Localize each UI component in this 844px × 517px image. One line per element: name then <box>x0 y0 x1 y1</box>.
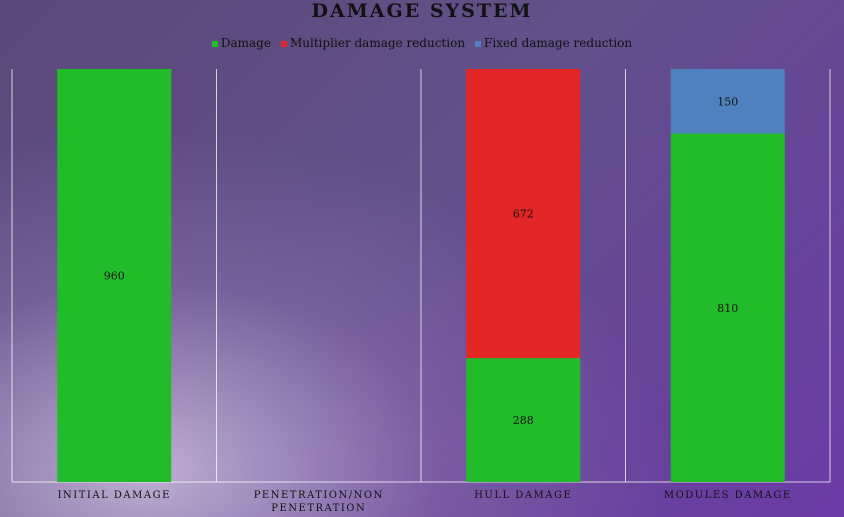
legend-item-damage: Damage <box>211 36 271 50</box>
category-label-initial-damage: INITIAL DAMAGE <box>57 490 171 501</box>
legend-swatch <box>475 40 482 47</box>
legend-swatch <box>280 40 287 47</box>
chart-title: DAMAGE SYSTEM <box>311 0 533 22</box>
data-label: 672 <box>513 208 534 221</box>
bar-damage-initial-damage <box>57 69 172 482</box>
legend-label: Multiplier damage reduction <box>289 36 466 50</box>
legend-item-multiplier-damage-reduction: Multiplier damage reduction <box>280 36 466 50</box>
data-label: 810 <box>717 302 738 315</box>
data-label: 150 <box>717 95 738 108</box>
chart-legend: Damage Multiplier damage reduction Fixed d… <box>0 36 844 50</box>
bar-damage-hull-damage <box>466 358 581 482</box>
bar-damage-modules-damage <box>670 133 785 482</box>
bar-fixed-damage-reduction-modules-damage <box>670 69 785 134</box>
data-label: 288 <box>513 414 534 427</box>
legend-item-fixed-damage-reduction: Fixed damage reduction <box>475 36 632 50</box>
category-label-hull-damage: HULL DAMAGE <box>474 490 573 501</box>
legend-swatch <box>211 40 218 47</box>
legend-label: Damage <box>220 36 271 50</box>
bar-multiplier-damage-reduction-hull-damage <box>466 69 581 359</box>
category-label-penetration-non-penetration: PENETRATION/NON PENETRATION <box>253 490 384 514</box>
data-label: 960 <box>104 270 125 283</box>
legend-label: Fixed damage reduction <box>484 36 633 50</box>
category-label-modules-damage: MODULES DAMAGE <box>663 490 792 501</box>
